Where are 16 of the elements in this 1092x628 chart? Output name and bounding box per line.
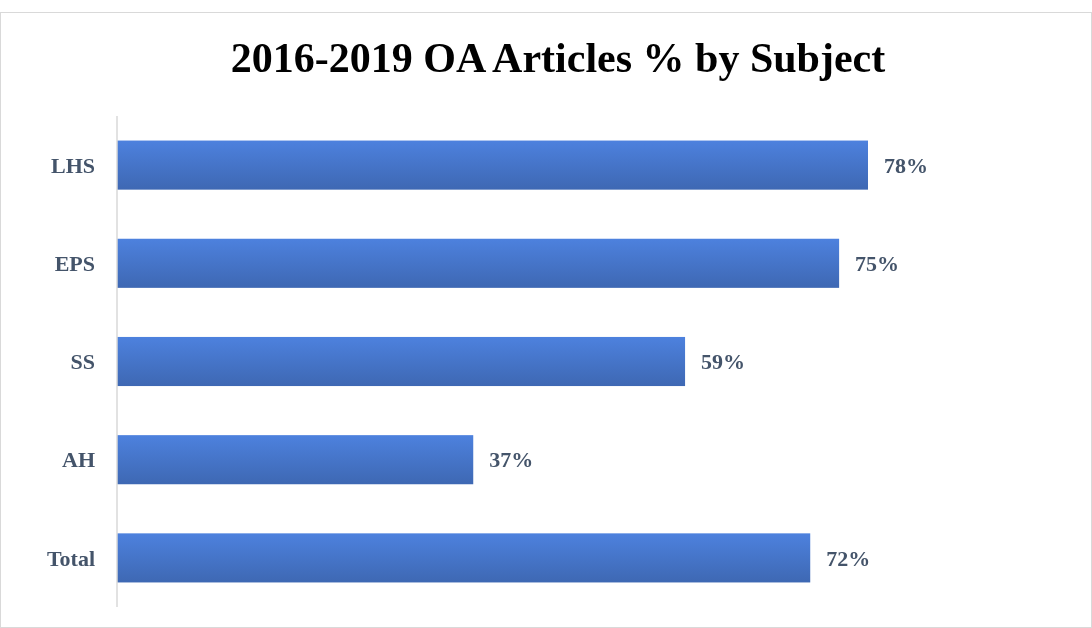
y-tick-label: LHS	[50, 152, 95, 178]
y-tick-label: EPS	[54, 251, 95, 276]
data-label: 72%	[826, 545, 871, 571]
data-label: 75%	[855, 251, 900, 276]
y-tick-label: Total	[46, 545, 95, 571]
bar	[117, 435, 474, 485]
data-label: 37%	[489, 447, 534, 473]
data-label: 78%	[884, 152, 928, 178]
y-tick-label: AH	[62, 447, 95, 473]
bar	[117, 533, 811, 583]
bar	[117, 336, 686, 387]
y-tick-label: SS	[70, 349, 95, 375]
bar	[117, 140, 868, 190]
data-label: 59%	[701, 349, 746, 375]
bar	[117, 238, 840, 288]
chart-title: 2016-2019 OA Articles % by Subject	[230, 35, 886, 81]
